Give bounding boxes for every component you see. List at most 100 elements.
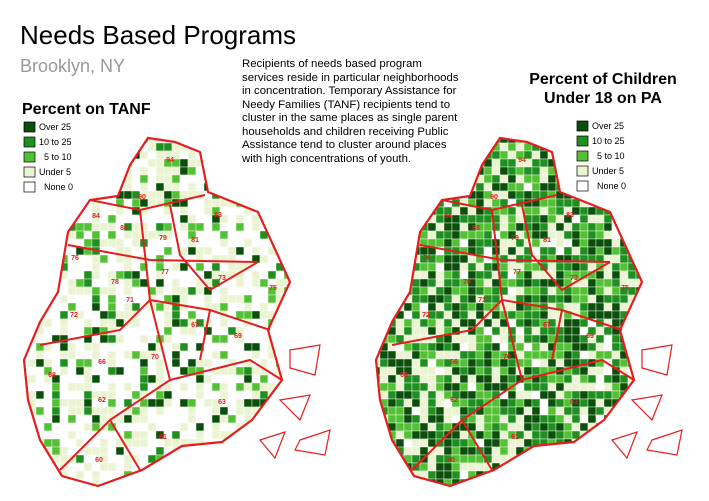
tract (379, 278, 389, 288)
tract (403, 246, 413, 256)
tract (275, 478, 285, 486)
tract (179, 246, 189, 256)
tract (43, 350, 53, 360)
tract (571, 462, 581, 472)
tract (179, 138, 189, 144)
tract (611, 454, 621, 464)
tract (411, 414, 421, 424)
tract (171, 406, 181, 416)
tract (644, 279, 652, 287)
tract (499, 398, 509, 408)
tract (59, 294, 69, 304)
tract (171, 438, 181, 448)
tract (547, 294, 557, 304)
tract (507, 478, 517, 486)
tract (123, 278, 133, 288)
tract (579, 470, 589, 480)
tract (475, 302, 485, 312)
tract (387, 446, 397, 456)
tract (451, 254, 461, 264)
tract (483, 406, 493, 416)
tract (555, 150, 565, 160)
tract (396, 487, 404, 495)
tract (187, 342, 197, 352)
tract (283, 454, 290, 464)
tract (99, 238, 109, 248)
tract (235, 190, 245, 200)
tract (563, 166, 573, 176)
tract (627, 334, 637, 344)
tract (611, 262, 621, 272)
tract (387, 214, 397, 224)
tract (211, 422, 221, 432)
tract (179, 286, 189, 296)
tract (459, 374, 469, 384)
tract (243, 278, 253, 288)
tract (507, 142, 517, 152)
tract (611, 358, 621, 368)
tract (99, 470, 109, 480)
tract (379, 310, 389, 320)
tract (467, 422, 477, 432)
tract (603, 278, 613, 288)
tract (603, 238, 613, 248)
tract (99, 286, 109, 296)
tract (259, 206, 269, 216)
tract (611, 190, 621, 200)
tract (475, 214, 485, 224)
tract (27, 430, 37, 440)
tract (251, 190, 261, 200)
tract (395, 182, 405, 192)
tract (243, 238, 253, 248)
tract (28, 487, 36, 495)
tract (443, 278, 453, 288)
tract (139, 374, 149, 384)
tract (571, 406, 581, 416)
legend-label: Under 5 (592, 166, 624, 176)
tract (243, 350, 253, 360)
tract (428, 487, 436, 495)
tract (635, 438, 642, 448)
tract (459, 438, 469, 448)
tract (107, 462, 117, 472)
tract (611, 390, 621, 400)
tract (587, 286, 597, 296)
tract (547, 214, 557, 224)
tract (163, 470, 173, 480)
tract (395, 278, 405, 288)
tract (531, 390, 541, 400)
tract (139, 414, 149, 424)
tract (571, 414, 581, 424)
tract (91, 270, 101, 280)
tract (451, 366, 461, 376)
tract (571, 422, 581, 432)
island (630, 394, 663, 422)
tract (548, 487, 556, 495)
tract (563, 374, 573, 384)
tract (491, 478, 501, 486)
tract (35, 382, 45, 392)
tract (427, 318, 437, 328)
tract (35, 446, 45, 456)
tract (227, 158, 237, 168)
tract (123, 150, 133, 160)
tract (59, 318, 69, 328)
tract (515, 174, 525, 184)
tract (227, 350, 237, 360)
tract (155, 462, 165, 472)
tract (595, 462, 605, 472)
legend-label: 10 to 25 (592, 136, 625, 146)
tract (483, 438, 493, 448)
tract (179, 278, 189, 288)
tract (123, 422, 133, 432)
tract (499, 150, 509, 160)
tract (115, 230, 125, 240)
tract (619, 470, 629, 480)
tract (603, 302, 613, 312)
tract (51, 222, 61, 232)
tract (467, 398, 477, 408)
legend-label: 5 to 10 (44, 152, 72, 162)
tract (644, 255, 652, 263)
tract (235, 398, 245, 408)
tract (99, 214, 109, 224)
